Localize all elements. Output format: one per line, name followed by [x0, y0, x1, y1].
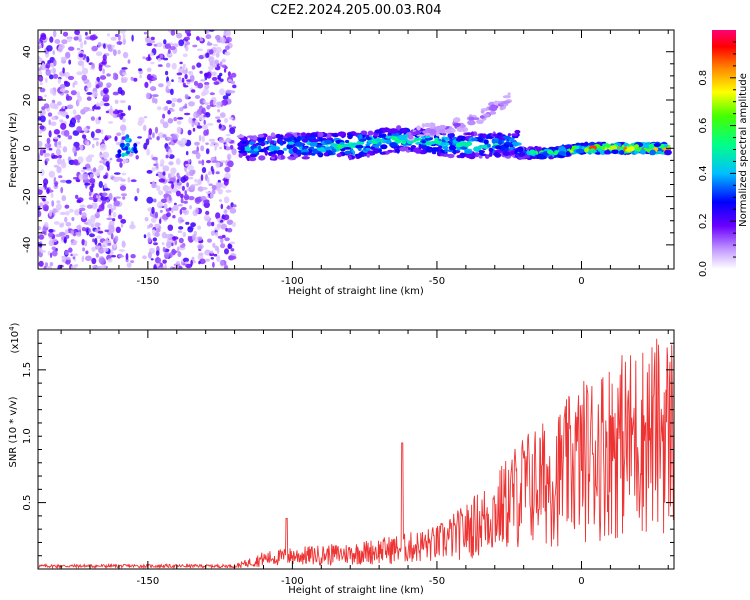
colorbar-gradient	[712, 30, 736, 269]
x-tick-label: 0	[578, 276, 584, 287]
y-tick-label: 40	[22, 45, 33, 58]
y-tick-label: 0.5	[22, 495, 33, 511]
colorbar-label: Normalized spectral amplitude	[738, 73, 749, 227]
colorbar-tick-label: 0.8	[698, 70, 709, 86]
top-y-axis-label: Frequency (Hz)	[8, 112, 19, 188]
chart-title: C2E2.2024.205.00.03.R04	[270, 3, 441, 18]
top-axis-ticks	[38, 30, 674, 269]
colorbar-tick-label: 0.0	[698, 261, 709, 277]
top-y-tick-labels: -40 -20 0 20 40	[22, 45, 33, 253]
bottom-axis-ticks	[38, 330, 674, 569]
top-plot-frame	[37, 29, 675, 270]
x-tick-label: 0	[578, 576, 584, 587]
y-tick-label: -40	[22, 237, 33, 253]
spectrogram-heatmap	[38, 30, 672, 269]
y-tick-label: 1.0	[22, 428, 33, 444]
spectrogram-panel: -150 -100 -50 0 -40 -20 0 20 40 Height of strai…	[8, 29, 675, 297]
x-tick-label: -100	[281, 276, 304, 287]
snr-line	[38, 338, 674, 569]
x-tick-label: -50	[429, 276, 445, 287]
colorbar-tick-label: 0.2	[698, 213, 709, 229]
top-x-tick-labels: -150 -100 -50 0	[137, 276, 585, 287]
colorbar-tick-label: 0.4	[698, 165, 709, 181]
snr-panel: -150 -100 -50 0 0.5 1.0 1.5 Height of straigh…	[8, 322, 675, 596]
y-tick-label: -20	[22, 188, 33, 204]
x-tick-label: -150	[137, 276, 160, 287]
y-tick-label: 20	[22, 94, 33, 107]
colorbar-tick-label: 0.6	[698, 118, 709, 134]
bottom-y-tick-labels: 0.5 1.0 1.5	[22, 362, 33, 511]
bottom-plot-frame	[37, 329, 675, 570]
y-tick-label: 1.5	[22, 362, 33, 378]
x-tick-label: -150	[137, 576, 160, 587]
x-tick-label: -100	[281, 576, 304, 587]
x-tick-label: -50	[429, 576, 445, 587]
colorbar: 0.0 0.2 0.4 0.6 0.8 Normalized spectral ampl…	[698, 30, 749, 277]
y-tick-label: 0	[22, 145, 33, 151]
colorbar-ticks: 0.0 0.2 0.4 0.6 0.8	[698, 41, 736, 277]
bottom-y-axis-label: SNR (10 * v/v)	[8, 396, 19, 467]
bottom-x-tick-labels: -150 -100 -50 0	[137, 576, 585, 587]
top-x-axis-label: Height of straight line (km)	[288, 286, 424, 297]
bottom-x-axis-label: Height of straight line (km)	[288, 585, 424, 596]
y-multiplier-label: (x104)	[8, 322, 21, 353]
